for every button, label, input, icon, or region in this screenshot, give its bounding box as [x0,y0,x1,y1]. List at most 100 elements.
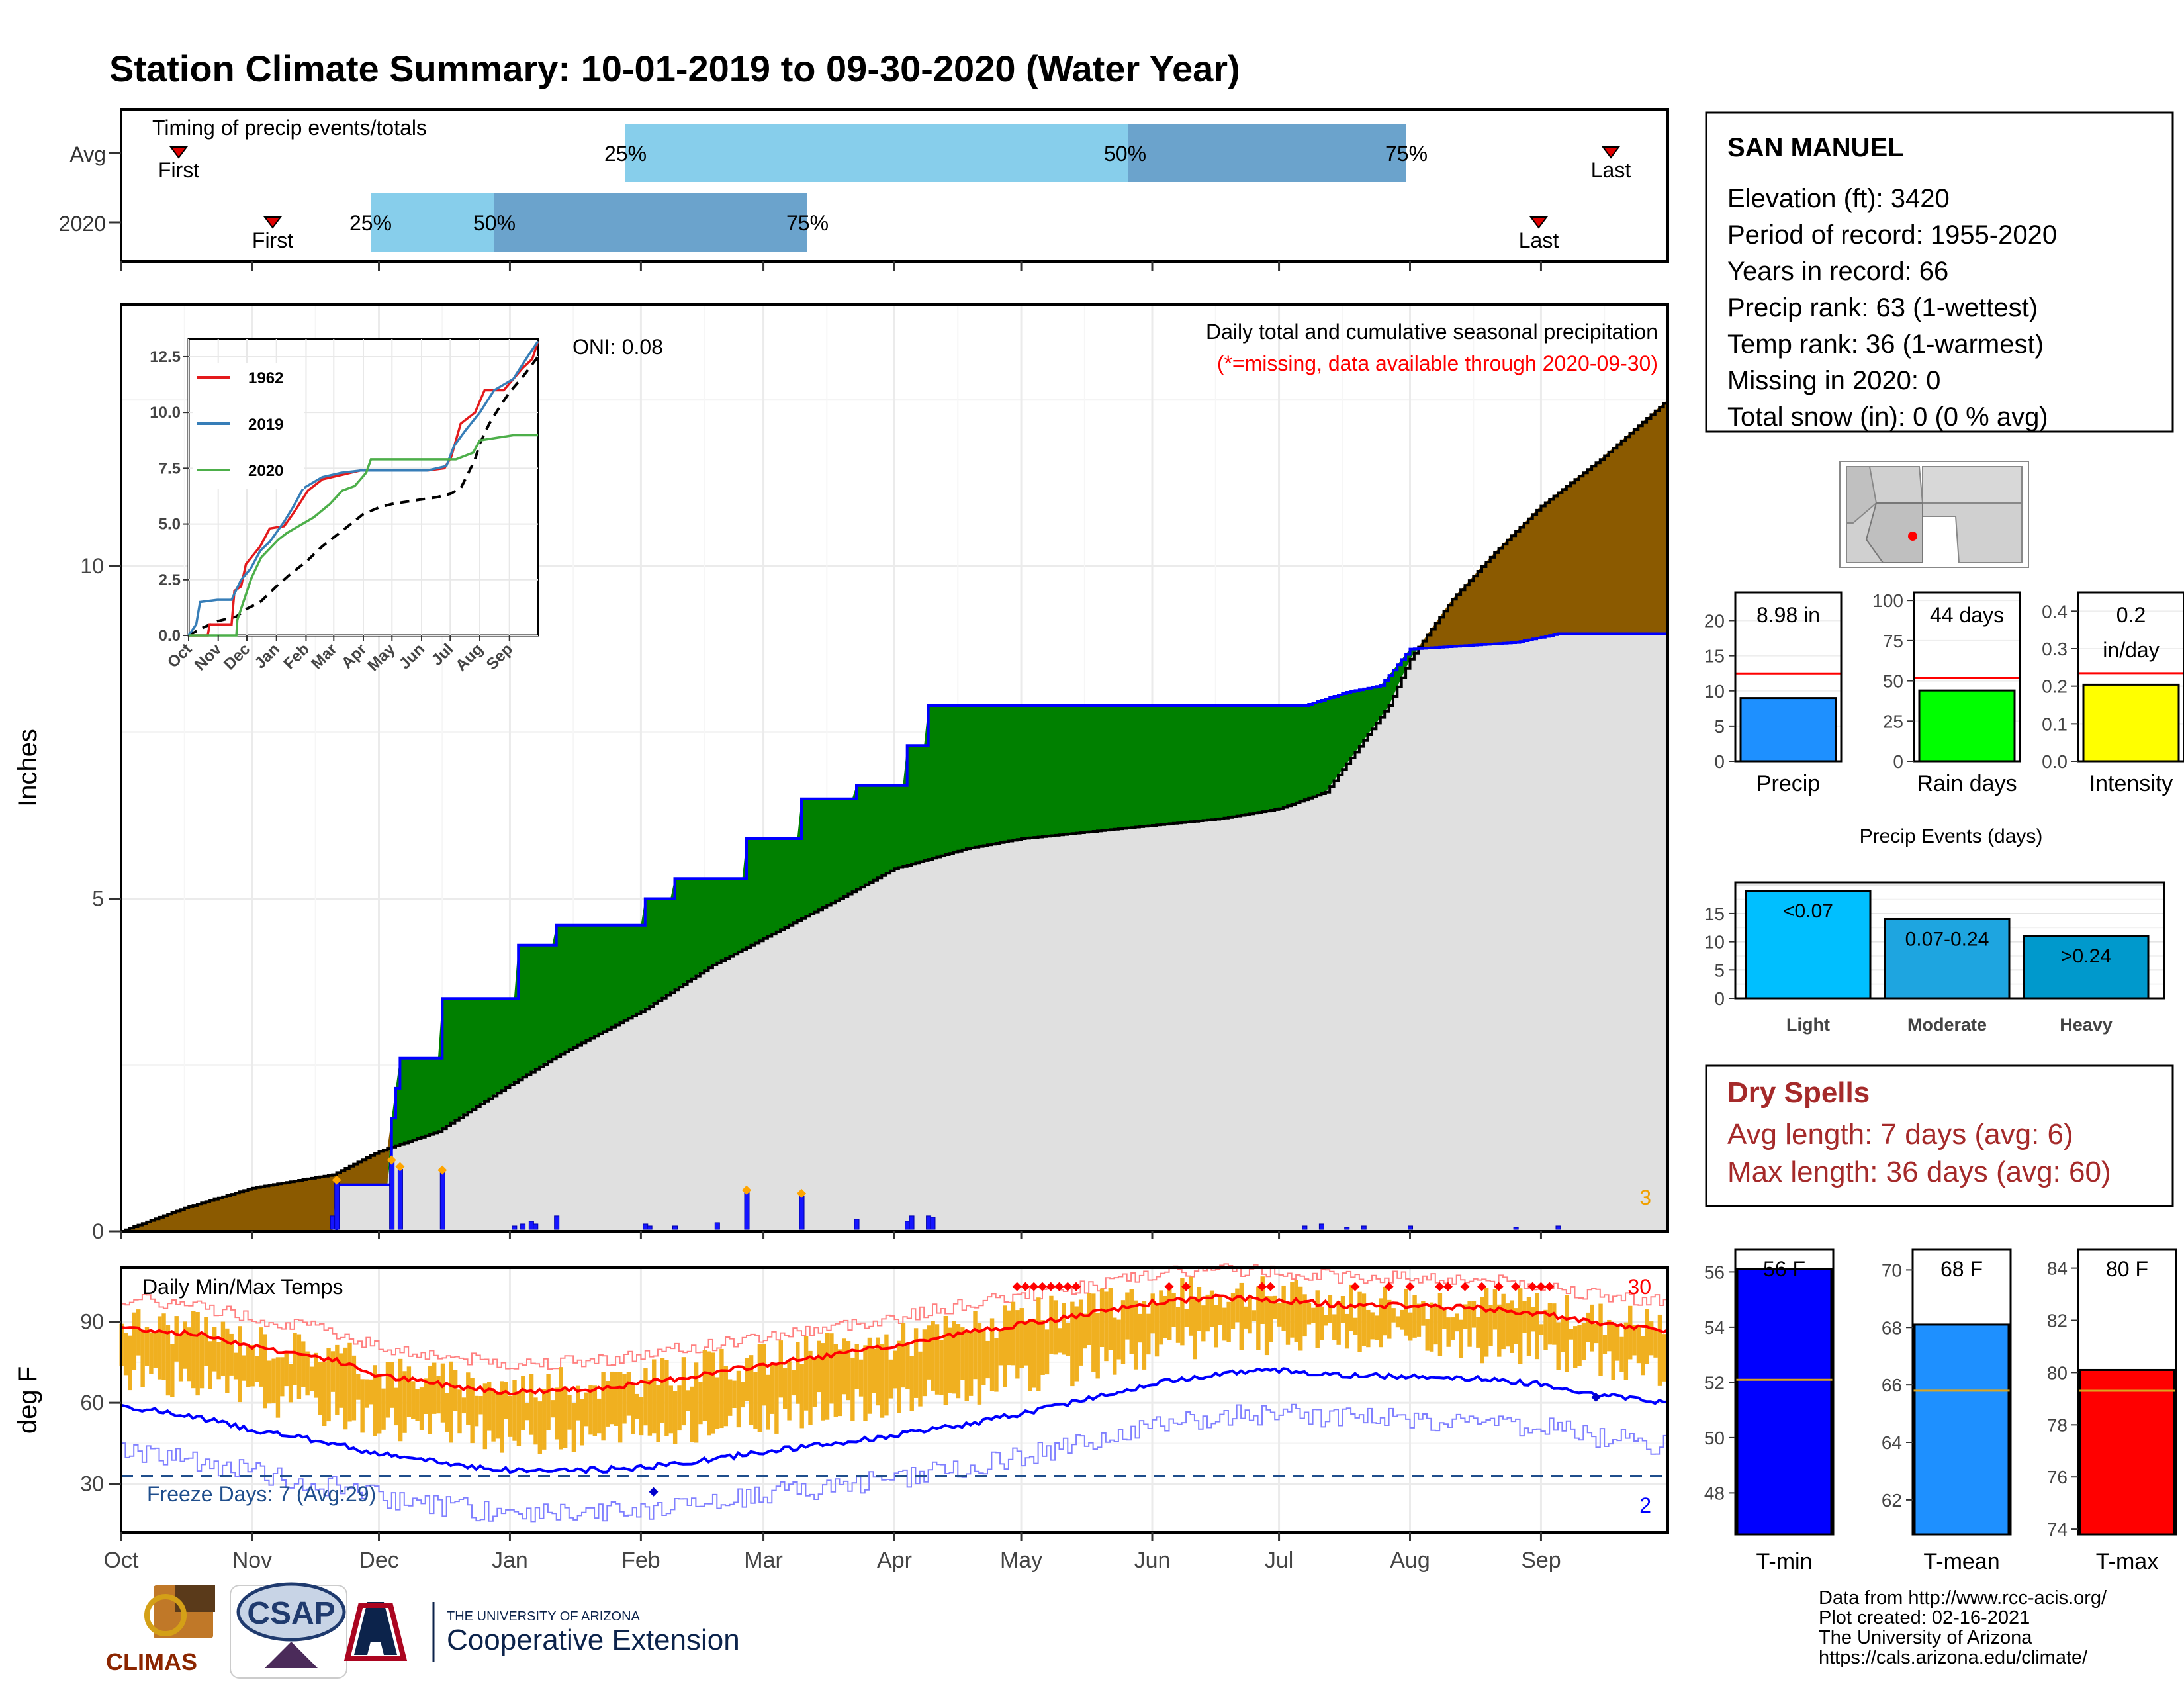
daily-temp-bar [1657,1314,1662,1386]
daily-temp-bar [1007,1310,1011,1366]
daily-temp-bar [715,1377,720,1429]
footer-credits: Data from http://www.rcc-acis.org/ Plot … [1819,1587,2107,1668]
record-high-marker [1511,1282,1521,1291]
summary-y-tick-label: 0 [1714,751,1725,772]
daily-temp-bar [690,1386,694,1442]
record-high-marker [1265,1282,1275,1291]
daily-temp-bar [1129,1289,1134,1354]
daily-temp-bar [592,1385,598,1436]
daily-temp-bar [893,1350,897,1389]
daily-temp-bar [1049,1295,1054,1354]
2020-above-avg-area [121,633,1668,1231]
daily-temp-bar [1163,1295,1168,1338]
daily-temp-bar [1277,1303,1282,1327]
daily-temp-bar [1421,1301,1426,1326]
daily-temp-bar [1357,1291,1362,1352]
daily-temp-bar [424,1378,428,1415]
daily-temp-bar [280,1357,285,1397]
temp-x-label: T-mean [1923,1549,1999,1574]
temp-value-label: 80 F [2106,1257,2148,1281]
daily-temp-bar [537,1401,543,1454]
daily-precip-bar [1555,1225,1561,1230]
avg-cumulative-area [121,633,1668,1231]
daily-temp-bar [1437,1293,1443,1356]
daily-temp-bar [238,1326,242,1403]
daily-temp-bar [1154,1305,1160,1357]
month-tick-label: Feb [621,1548,660,1573]
daily-temp-bar [128,1335,132,1391]
daily-temp-bar [504,1381,508,1419]
heavy-event-marker [797,1188,807,1198]
daily-temp-bar [1501,1293,1506,1350]
daily-temp-bar [1066,1323,1071,1356]
daily-precip-bar [520,1223,526,1230]
daily-temp-bar [1251,1310,1257,1321]
daily-temp-bar [1366,1309,1371,1348]
daily-temp-bar [922,1329,927,1397]
daily-temp-bar [559,1367,563,1450]
summary-value-label: 0.2 [2116,603,2146,627]
record-high-marker [1054,1282,1064,1291]
timing-2020-first-label: First [252,228,293,252]
daily-temp-bar [1319,1306,1324,1340]
daily-temp-bar [1383,1286,1388,1336]
record-high-marker [1477,1282,1487,1291]
month-tick-label: Jul [1265,1548,1293,1573]
heavy-event-marker [395,1162,405,1172]
summary-y-tick-label: 5 [1714,716,1725,737]
daily-temp-bar [1615,1326,1620,1361]
footer-line-2: Plot created: 02-16-2021 [1819,1607,2030,1628]
daily-temp-bar [347,1342,352,1422]
daily-temp-bar [385,1362,390,1418]
daily-temp-bar [521,1376,525,1430]
avg-cumulative-line [121,399,1669,1233]
daily-temp-bar [681,1357,686,1426]
daily-temp-bar [330,1351,336,1392]
daily-temp-bar [470,1378,475,1444]
daily-temp-bar [1395,1316,1400,1328]
daily-temp-bar [808,1350,813,1425]
daily-temp-bar [1091,1293,1096,1372]
daily-temp-bar [571,1403,576,1452]
summary-bar-rain-days [1918,689,2016,763]
events-x-label: Light [1786,1015,1830,1035]
daily-temp-bar [208,1341,212,1389]
daily-temp-bar [440,1363,445,1423]
csap-logo: CSAP [230,1582,347,1679]
daily-temp-bar [1146,1313,1151,1355]
events-x-label: Moderate [1907,1015,1987,1035]
ua-big-text: Cooperative Extension [447,1624,740,1656]
temp-y-tick-label: 84 [2047,1258,2068,1279]
summary-y-tick-label: 0.4 [2042,601,2068,622]
daily-temp-bar [1171,1293,1176,1327]
daily-temp-bar [381,1388,386,1430]
daily-temp-bar [1632,1325,1637,1356]
inset-avg-line [188,355,539,637]
ua-small-text: THE UNIVERSITY OF ARIZONA [447,1609,641,1624]
daily-temp-bar [204,1317,208,1366]
daily-temp-bar [1476,1317,1480,1348]
daily-temp-bar [229,1333,234,1376]
daily-temp-bar [766,1374,770,1430]
daily-temp-bar [1058,1328,1062,1353]
daily-temp-bar [187,1327,192,1382]
daily-temp-bar [934,1324,940,1395]
daily-temp-bar [516,1392,522,1446]
daily-temp-bar [500,1381,504,1453]
legend-2019: 2019 [248,416,283,434]
precip-y-tick-label: 0 [92,1219,104,1243]
daily-temp-bar [698,1382,703,1425]
daily-temp-bar [149,1332,154,1374]
daily-temp-bar [927,1325,931,1380]
daily-temp-bar [123,1333,128,1376]
precip-events-chart: Precip Events (days) <0.07 Light 0.07-0.24… [1704,825,2165,1035]
daily-temp-bar [1484,1288,1489,1357]
daily-temp-bar [242,1355,247,1381]
daily-temp-bar [901,1323,906,1388]
timing-avg-last-marker [1602,146,1620,159]
daily-temp-bar [1087,1293,1092,1345]
daily-temp-bar [1361,1293,1367,1346]
daily-temp-bar [1336,1300,1341,1345]
summary-frame [1734,591,1843,763]
daily-temp-bar [1340,1295,1345,1323]
